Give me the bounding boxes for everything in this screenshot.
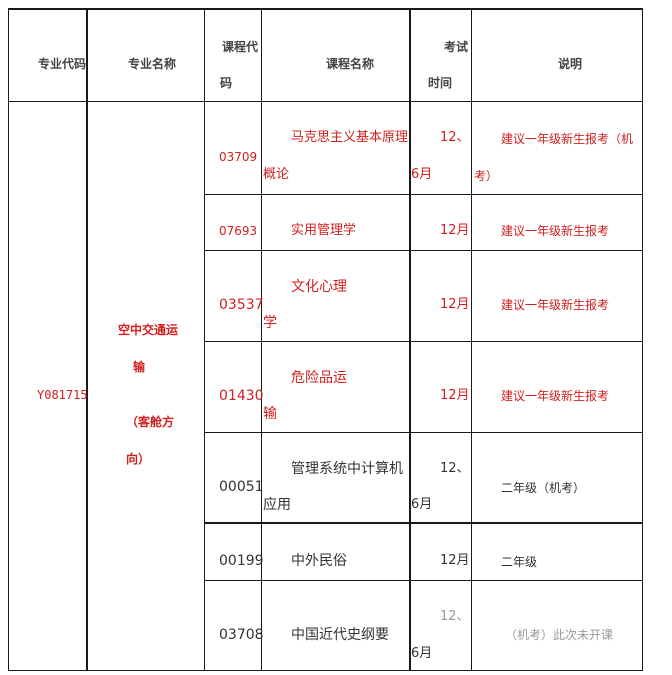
major-name-line2: 输 (133, 360, 146, 374)
course-code: 00051 (219, 479, 264, 495)
exam-time-line2: 6月 (411, 167, 433, 182)
course-note: （机考）此次未开课 (505, 628, 614, 642)
header-major-code: 专业代码 (38, 57, 87, 71)
row-divider (204, 580, 643, 581)
table-border-top (8, 8, 643, 10)
major-name-line3: （客舱方 (126, 415, 175, 429)
exam-time: 12月 (440, 388, 470, 403)
course-note-line2: 考） (474, 169, 499, 183)
row-divider (204, 432, 643, 433)
course-code: 01430 (219, 388, 264, 404)
course-name: 危险品运 (291, 370, 347, 386)
course-code: 00199 (219, 553, 264, 569)
exam-time-line2: 6月 (411, 646, 433, 661)
major-code: Y081715 (37, 388, 88, 402)
exam-time-line2: 6月 (411, 497, 433, 512)
exam-time: 12、 (440, 461, 470, 476)
exam-time: 12、 (440, 130, 470, 145)
course-name: 马克思主义基本原理 (291, 130, 409, 145)
course-name: 管理系统中计算机 (291, 461, 403, 477)
table-border-bottom (8, 670, 643, 671)
course-name: 文化心理 (291, 279, 347, 295)
table-header-divider (8, 101, 643, 102)
exam-time: 12月 (440, 297, 470, 312)
column-divider (261, 8, 262, 671)
exam-time: 12、 (440, 609, 470, 624)
major-name-line4: 向） (126, 452, 151, 466)
major-name-line1: 空中交通运 (118, 323, 179, 337)
header-course-code-line2: 码 (220, 76, 233, 90)
course-note: 建议一年级新生报考 (501, 298, 610, 312)
course-name-line2: 输 (263, 406, 277, 422)
header-course-name: 课程名称 (326, 57, 375, 71)
course-note: 建议一年级新生报考 (501, 224, 610, 238)
course-name-line2: 概论 (263, 167, 290, 182)
course-note: 建议一年级新生报考 (501, 389, 610, 403)
row-divider (204, 522, 643, 524)
course-name: 中外民俗 (291, 553, 347, 569)
course-note: 二年级（机考） (501, 481, 586, 495)
header-course-code: 课程代 (222, 40, 259, 54)
column-divider (86, 8, 88, 671)
exam-time: 12月 (440, 223, 470, 238)
course-name-line2: 学 (263, 315, 277, 331)
course-name: 实用管理学 (291, 223, 357, 238)
row-divider (204, 250, 643, 251)
course-name: 中国近代史纲要 (291, 627, 389, 643)
course-note: 二年级 (501, 555, 538, 569)
course-code: 03537 (219, 297, 264, 313)
header-major-name: 专业名称 (128, 57, 177, 71)
exam-time: 12月 (440, 553, 470, 568)
course-note: 建议一年级新生报考（机 (501, 132, 634, 146)
header-exam-time: 考试 (444, 40, 469, 54)
course-code: 03709 (219, 150, 258, 164)
table-border-left (8, 8, 9, 671)
column-divider (204, 8, 205, 671)
header-exam-time-line2: 时间 (428, 76, 453, 90)
row-divider (204, 341, 643, 342)
course-code: 07693 (219, 224, 258, 238)
column-divider (471, 8, 472, 671)
table-border-right (642, 8, 643, 671)
row-divider (204, 194, 643, 195)
header-note: 说明 (558, 57, 583, 71)
course-name-line2: 应用 (263, 497, 291, 513)
column-divider (409, 8, 411, 671)
course-code: 03708 (219, 627, 264, 643)
